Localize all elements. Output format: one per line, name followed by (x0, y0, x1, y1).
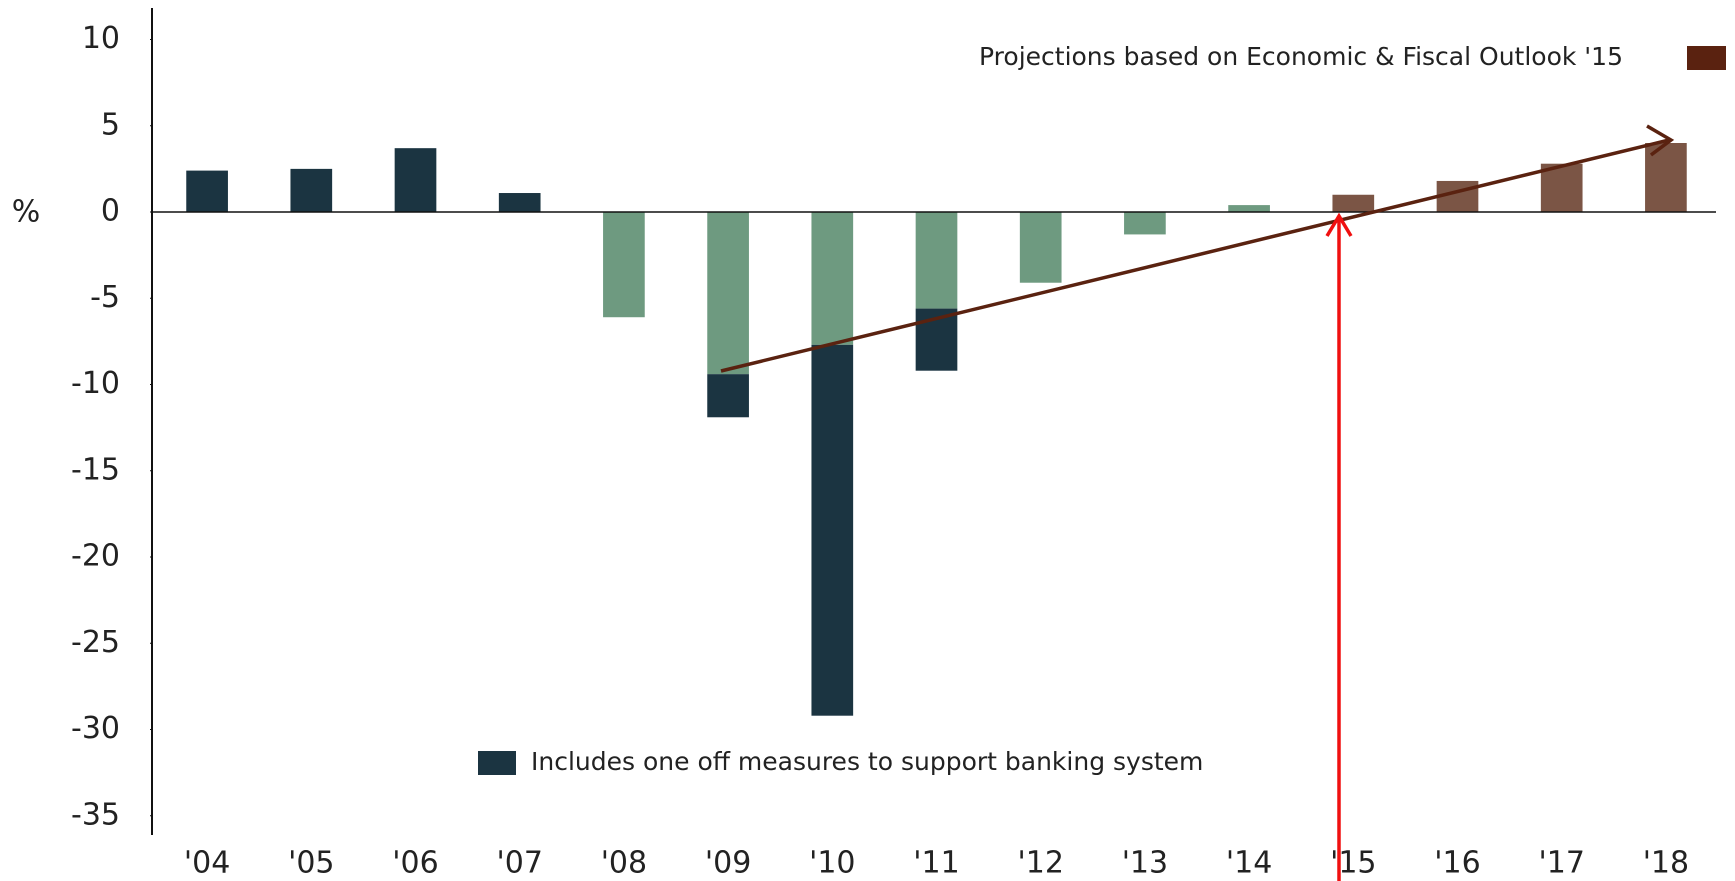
legend-swatch (478, 751, 516, 775)
legend-label: Includes one off measures to support ban… (531, 747, 1203, 776)
y-tick-label: -10 (71, 366, 120, 401)
y-tick-label: -30 (71, 711, 120, 746)
x-tick-label: '14 (1226, 846, 1272, 881)
bar (498, 193, 541, 212)
y-tick-label: 5 (101, 107, 120, 142)
x-tick-label: '16 (1434, 846, 1480, 881)
x-tick-label: '08 (601, 846, 647, 881)
y-axis-label: % (12, 195, 41, 230)
y-tick-label: 0 (101, 194, 120, 229)
bar (290, 168, 333, 212)
y-tick-label: -15 (71, 452, 120, 487)
bar (707, 212, 749, 375)
y-tick-label: -5 (90, 280, 120, 315)
y-tick-label: -25 (71, 625, 120, 660)
bar (603, 212, 645, 318)
y-tick-label: -35 (71, 797, 120, 832)
bar (186, 170, 228, 212)
x-tick-label: '17 (1538, 846, 1584, 881)
x-tick-label: '05 (288, 846, 334, 881)
trend-arrow-head (1646, 124, 1675, 157)
x-tick-label: '07 (496, 846, 542, 881)
bar (915, 212, 958, 309)
x-tick-label: '12 (1017, 846, 1063, 881)
x-tick-label: '13 (1122, 846, 1168, 881)
x-tick-label: '04 (184, 846, 230, 881)
marker-arrow-head (1325, 212, 1353, 237)
bar (394, 148, 437, 212)
x-tick-label: '15 (1330, 846, 1376, 881)
x-tick-label: '09 (705, 846, 751, 881)
legend-swatch (1687, 46, 1726, 70)
x-tick-label: '06 (392, 846, 438, 881)
bar (1228, 205, 1270, 212)
legend-label: Projections based on Economic & Fiscal O… (979, 42, 1623, 71)
trend-arrow (720, 138, 1670, 373)
bar (1332, 194, 1375, 212)
y-tick-label: -20 (71, 539, 120, 574)
bar (1540, 163, 1583, 212)
x-tick-label: '11 (913, 846, 959, 881)
bar (707, 374, 749, 418)
bar (1124, 212, 1166, 235)
bar (1019, 212, 1062, 283)
x-tick-label: '10 (809, 846, 855, 881)
y-tick-label: 10 (82, 21, 120, 56)
bar (811, 212, 854, 345)
x-tick-label: '18 (1643, 846, 1689, 881)
bar (811, 344, 854, 716)
